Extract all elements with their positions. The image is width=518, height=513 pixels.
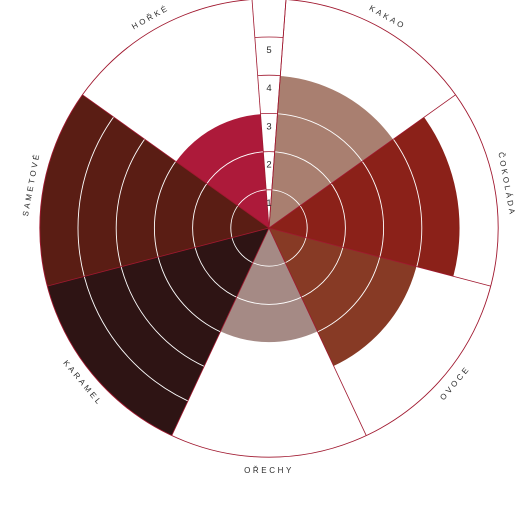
wedge-ovoce (269, 228, 417, 367)
category-label: OŘECHY (244, 466, 294, 475)
wedge-orechy (220, 228, 318, 343)
category-label: HOŘKÉ (130, 3, 171, 31)
scale-tick-label: 1 (266, 198, 271, 209)
spoke-line (82, 94, 270, 229)
outer-ring (39, 0, 499, 458)
spoke-layer (47, 0, 491, 436)
spoke-line (268, 94, 456, 229)
category-label: KAKAO (368, 3, 408, 31)
outer-ring-layer (39, 0, 499, 458)
category-label: OVOCE (438, 364, 472, 402)
spoke-line (268, 0, 287, 229)
scale-tick-label: 3 (266, 121, 271, 132)
scale-tick-label: 5 (266, 45, 271, 56)
spoke-line (47, 227, 270, 287)
scale-tick-label: 4 (266, 83, 271, 94)
spoke-line (268, 227, 491, 287)
wedge-kakao (269, 75, 394, 229)
category-label: ČOKOLÁDA (496, 151, 517, 217)
spoke-line (251, 0, 270, 229)
wedge-horke (175, 113, 269, 228)
category-label: SAMETOVÉ (21, 151, 42, 217)
scale-tick-label: 2 (266, 160, 271, 171)
wedge-sametove (39, 94, 270, 287)
spoke-line (171, 227, 270, 436)
wedge-cokolada (269, 116, 461, 277)
wedge-karamel (47, 228, 269, 436)
tick-label-layer: 1 2 3 4 5 (266, 45, 271, 209)
wedge-layer (39, 75, 461, 436)
spoke-line (268, 227, 367, 436)
scale-slot-arc (254, 36, 284, 38)
